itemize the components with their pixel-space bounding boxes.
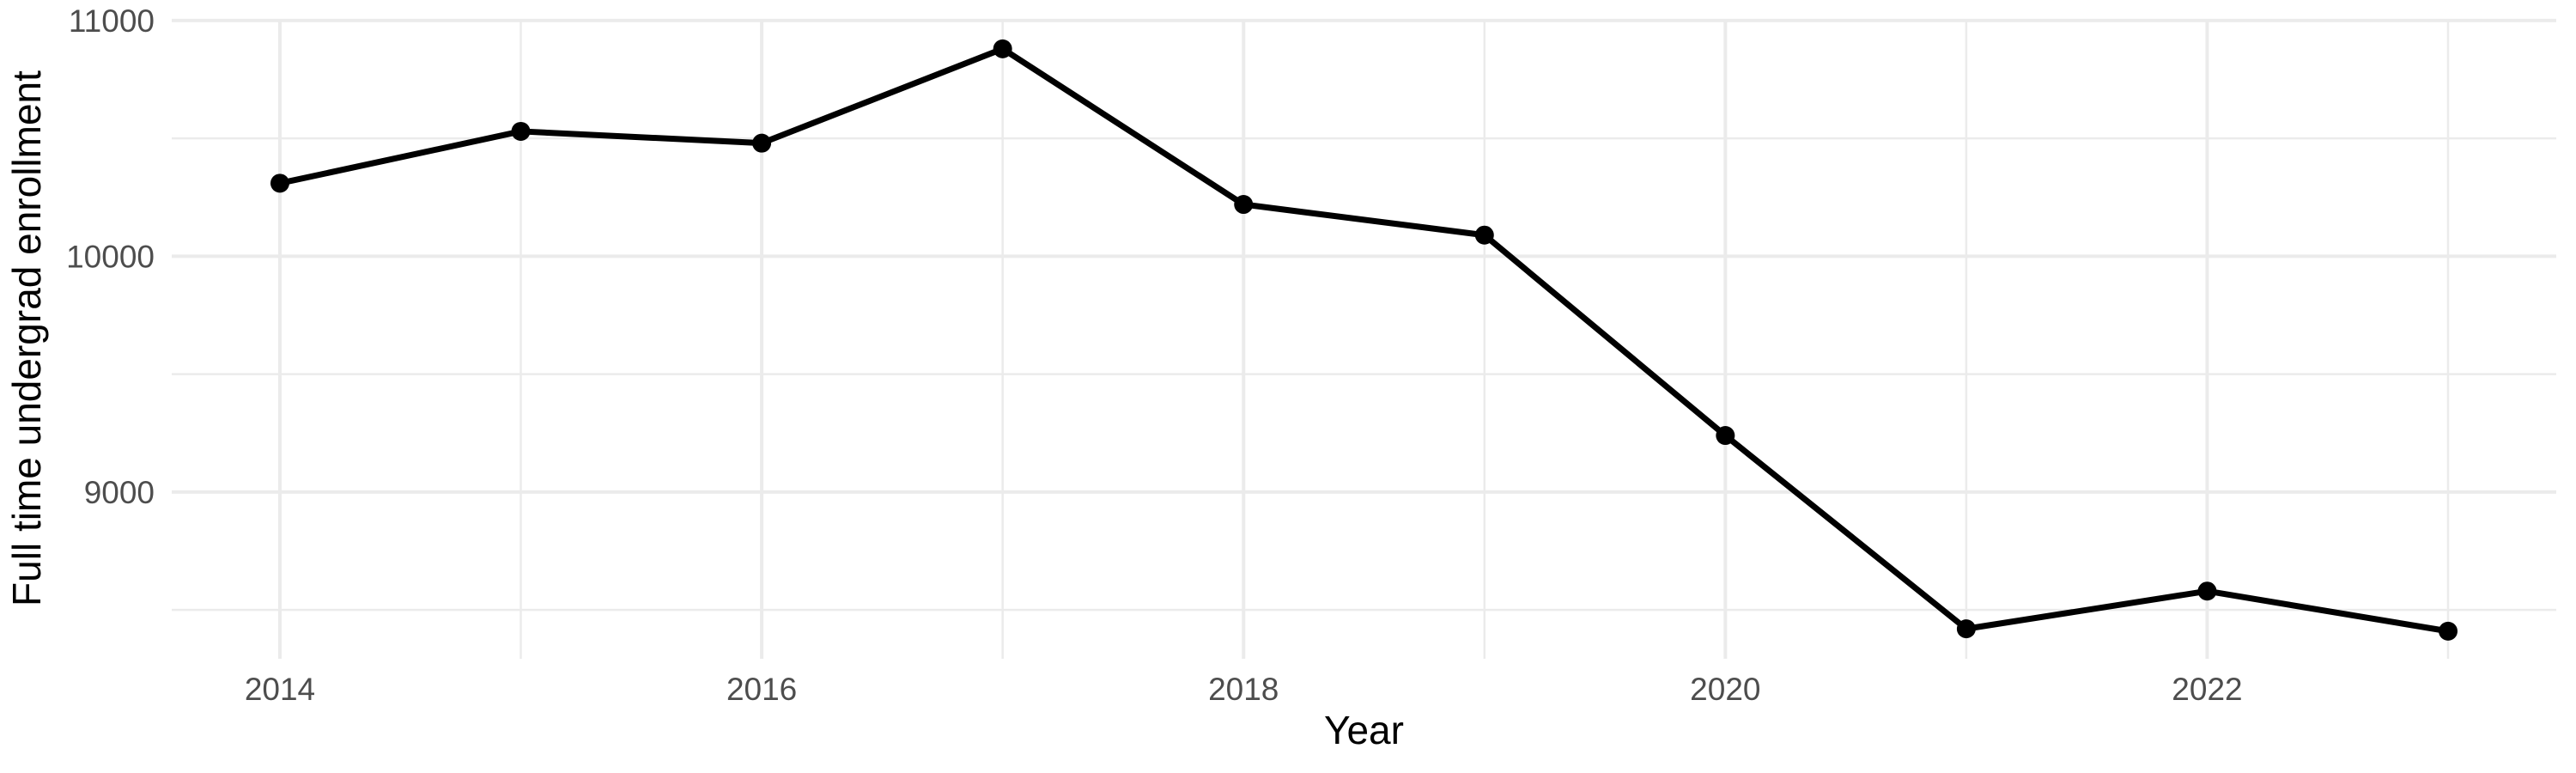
- y-tick-label: 9000: [84, 475, 155, 510]
- y-tick-label: 10000: [66, 239, 155, 274]
- data-point: [2439, 621, 2458, 641]
- y-axis-title: Full time undergrad enrollment: [4, 70, 49, 606]
- data-point: [1234, 195, 1254, 215]
- x-tick-label: 2020: [1690, 672, 1760, 707]
- x-tick-label: 2022: [2172, 672, 2242, 707]
- x-tick-label: 2016: [726, 672, 797, 707]
- x-tick-label: 2018: [1208, 672, 1279, 707]
- data-point: [511, 121, 531, 141]
- y-tick-label: 11000: [69, 3, 155, 39]
- enrollment-line: [279, 46, 2449, 635]
- data-point: [1474, 225, 1494, 245]
- data-point: [752, 133, 772, 153]
- data-point: [270, 173, 289, 193]
- data-point: [993, 39, 1012, 58]
- x-tick-label: 2014: [245, 672, 315, 707]
- data-point: [1956, 619, 1976, 639]
- data-point: [2197, 581, 2217, 601]
- x-axis-title: Year: [1324, 708, 1404, 752]
- data-point: [1716, 426, 1735, 446]
